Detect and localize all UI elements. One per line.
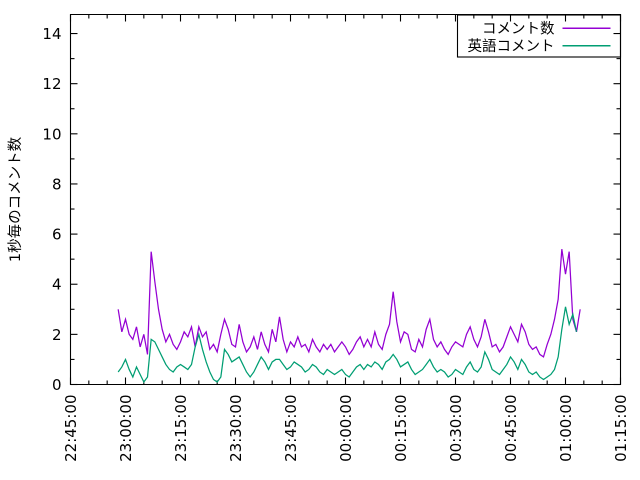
x-tick-label: 00:45:00 xyxy=(502,395,520,462)
x-axis: 22:45:00 23:00:00 23:15:00 23:30:00 23:45:00… xyxy=(62,14,630,462)
x-tick-label: 23:30:00 xyxy=(227,395,245,462)
y-tick-label: 12 xyxy=(42,75,61,93)
y-axis: 0 2 4 6 8 10 12 14 xyxy=(42,25,621,394)
legend-border xyxy=(456,14,622,58)
x-tick-label: 22:45:00 xyxy=(62,395,80,462)
x-tick-label: 23:45:00 xyxy=(282,395,300,462)
y-axis-title: 1秒毎のコメント数 xyxy=(7,136,24,262)
legend-label-1[interactable]: コメント数 xyxy=(482,20,555,37)
y-tick-label: 2 xyxy=(52,326,62,344)
y-tick-label: 6 xyxy=(52,226,62,244)
legend-label-2[interactable]: 英語コメント xyxy=(468,37,555,55)
x-tick-label: 23:15:00 xyxy=(172,395,190,462)
y-axis-label-text: 1秒毎のコメント数 xyxy=(7,136,24,262)
y-tick-label: 14 xyxy=(42,25,61,43)
y-tick-label: 10 xyxy=(42,125,61,143)
plot-frame xyxy=(69,13,622,386)
series-line-2 xyxy=(117,306,578,384)
x-tick-label: 01:00:00 xyxy=(557,395,575,462)
x-tick-label: 00:30:00 xyxy=(447,395,465,462)
x-tick-label: 01:15:00 xyxy=(612,395,630,462)
x-tick-label: 00:00:00 xyxy=(337,395,355,462)
y-tick-label: 4 xyxy=(52,276,62,294)
plot-border xyxy=(69,13,622,386)
y-tick-label: 8 xyxy=(52,175,62,193)
data-series-group xyxy=(117,249,581,384)
x-tick-label: 00:15:00 xyxy=(392,395,410,462)
y-tick-label: 0 xyxy=(52,376,62,394)
x-tick-label: 23:00:00 xyxy=(117,395,135,462)
